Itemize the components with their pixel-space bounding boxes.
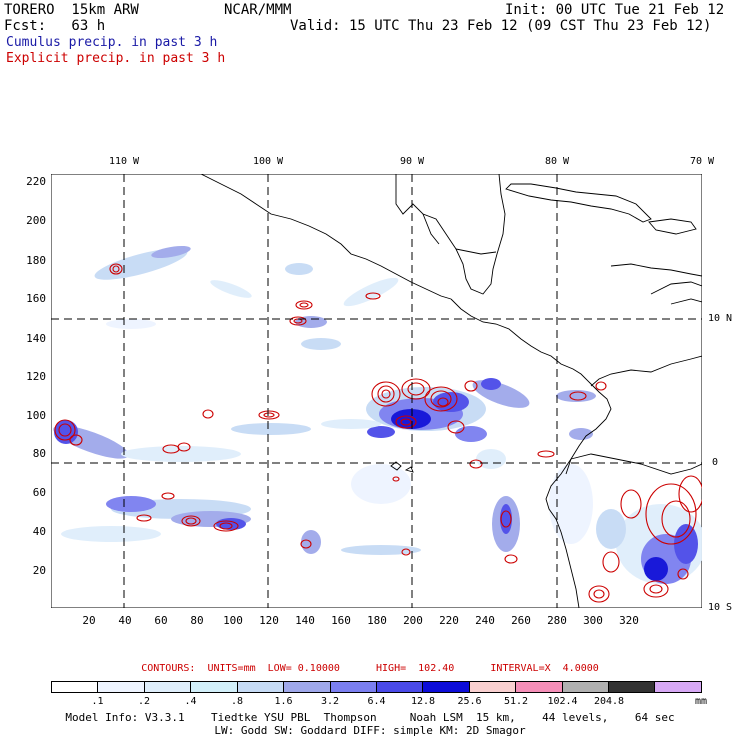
colorbar-label: 12.8: [410, 696, 436, 707]
y-tick: 200: [26, 214, 46, 227]
y-tick: 100: [26, 409, 46, 422]
x-tick: 160: [331, 614, 351, 627]
colorbar-label: 3.2: [320, 696, 340, 707]
lat-label-10n: 10 N: [708, 313, 733, 324]
colorbar-label: 25.6: [457, 696, 482, 707]
colorbar-label: 51.2: [503, 696, 529, 707]
colorbar: [51, 681, 702, 693]
x-tick: 300: [583, 614, 603, 627]
colorbar-swatch: [98, 682, 145, 692]
lat-lon-grid: [51, 174, 702, 608]
colorbar-swatch: [376, 682, 424, 692]
x-tick: 220: [439, 614, 459, 627]
organization: NCAR/MMM: [224, 2, 292, 18]
colorbar-swatch: [516, 682, 563, 692]
colorbar-swatch: [562, 682, 610, 692]
colorbar-label: 204.8: [593, 696, 625, 707]
y-tick: 120: [26, 370, 46, 383]
colorbar-label: 6.4: [367, 696, 386, 707]
x-tick: 180: [367, 614, 387, 627]
lat-label-0: 0: [712, 457, 719, 468]
y-tick: 60: [32, 486, 46, 499]
colorbar-swatch: [609, 682, 656, 692]
x-tick: 40: [118, 614, 132, 627]
model-name: TORERO 15km ARW: [4, 2, 139, 18]
colorbar-swatch: [469, 682, 517, 692]
x-tick: 320: [619, 614, 639, 627]
colorbar-swatch: [655, 682, 701, 692]
cumulus-precip-areas: [53, 245, 702, 584]
colorbar-label: 102.4: [547, 696, 578, 707]
colorbar-swatch: [423, 682, 470, 692]
y-tick: 80: [32, 447, 46, 460]
x-tick: 260: [511, 614, 531, 627]
colorbar-label: 1.6: [274, 696, 293, 707]
lon-label-90w: 90 W: [399, 156, 425, 167]
contour-info: CONTOURS: UNITS=mm LOW= 0.10000 HIGH= 10…: [141, 663, 599, 674]
colorbar-label: .2: [137, 696, 151, 707]
precip-map: [51, 174, 702, 608]
colorbar-label: .4: [184, 696, 197, 707]
colorbar-swatch: [330, 682, 377, 692]
colorbar-label: .8: [230, 696, 244, 707]
colorbar-swatch: [144, 682, 192, 692]
x-tick: 140: [295, 614, 315, 627]
x-tick: 20: [82, 614, 96, 627]
x-tick: 200: [403, 614, 423, 627]
lon-label-80w: 80 W: [544, 156, 570, 167]
explicit-legend: Explicit precip. in past 3 h: [6, 51, 226, 66]
lon-label-100w: 100 W: [252, 156, 284, 167]
x-tick: 120: [259, 614, 279, 627]
valid-time: Valid: 15 UTC Thu 23 Feb 12 (09 CST Thu …: [290, 18, 712, 34]
y-tick: 220: [26, 175, 46, 188]
x-tick: 240: [475, 614, 495, 627]
y-tick: 160: [26, 292, 46, 305]
x-tick: 280: [547, 614, 567, 627]
init-time: Init: 00 UTC Tue 21 Feb 12: [505, 2, 725, 18]
colorbar-swatch: [191, 682, 238, 692]
model-info-line1: Model Info: V3.3.1 Tiedtke YSU PBL Thomp…: [65, 711, 675, 724]
cumulus-legend: Cumulus precip. in past 3 h: [6, 35, 218, 50]
x-tick: 100: [223, 614, 243, 627]
lon-label-70w: 70 W: [689, 156, 715, 167]
model-info-line2: LW: Godd SW: Goddard DIFF: simple KM: 2D…: [214, 724, 526, 737]
lat-label-10s: 10 S: [708, 602, 733, 613]
y-tick: 40: [32, 525, 46, 538]
forecast-hour: Fcst: 63 h: [4, 18, 106, 34]
y-tick: 20: [32, 564, 46, 577]
x-tick: 60: [154, 614, 168, 627]
y-tick: 140: [26, 332, 46, 345]
explicit-precip-contours: [54, 263, 702, 603]
colorbar-swatch: [237, 682, 285, 692]
colorbar-swatch: [52, 682, 99, 692]
colorbar-units: mm: [695, 696, 708, 707]
colorbar-swatch: [284, 682, 331, 692]
x-tick: 80: [190, 614, 204, 627]
y-tick: 180: [26, 254, 46, 267]
colorbar-label: .1: [91, 696, 104, 707]
lon-label-110w: 110 W: [108, 156, 140, 167]
